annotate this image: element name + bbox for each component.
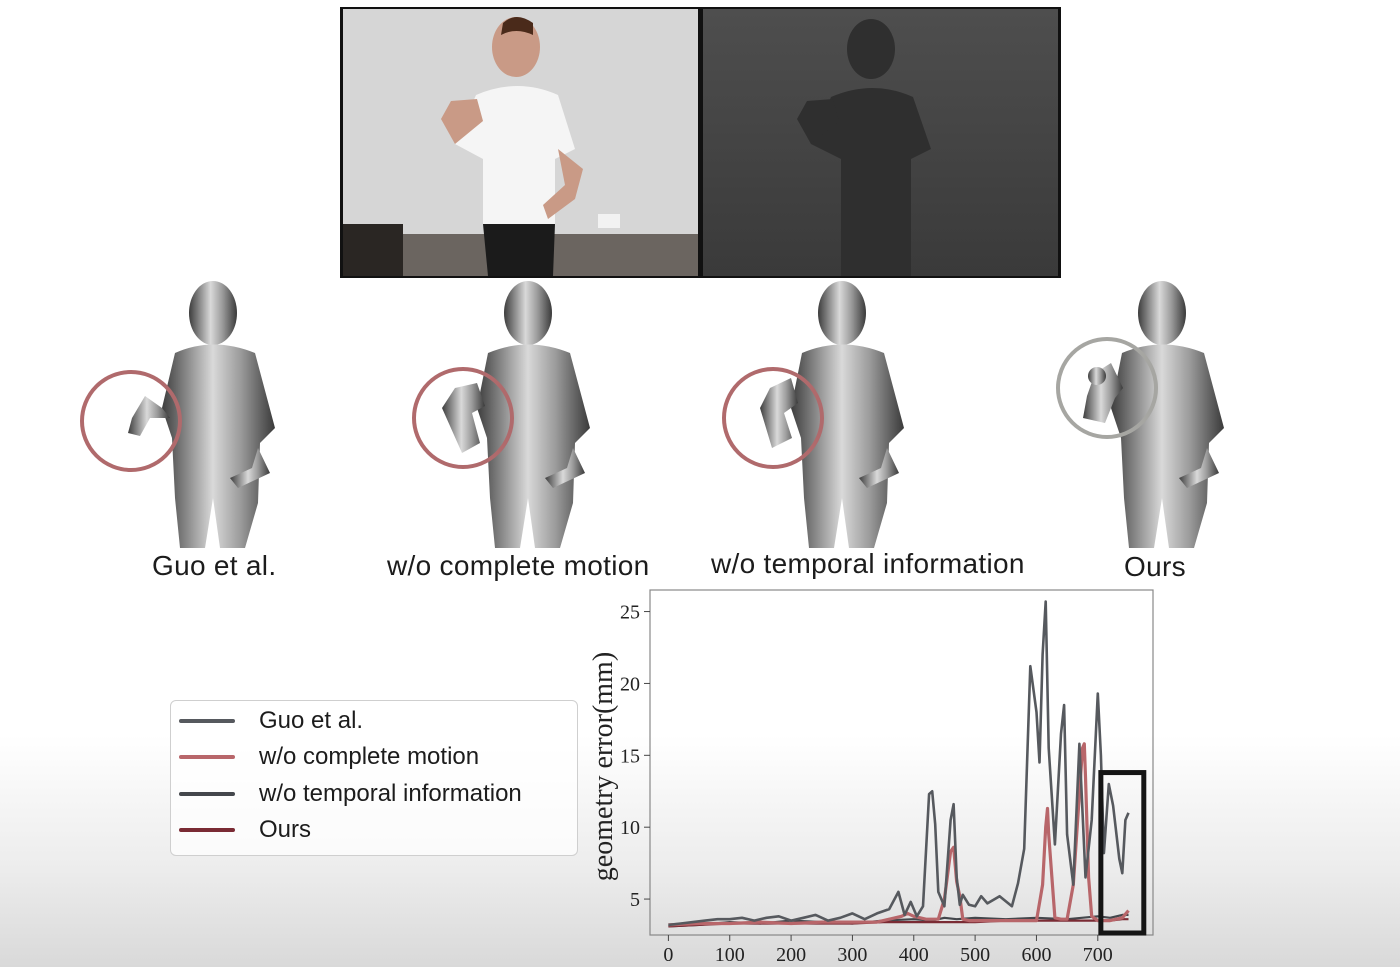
y-tick-label: 20 [620,673,640,695]
x-tick-label: 100 [715,944,745,966]
series-line-guo-et-al [668,600,1130,927]
x-tick-label: 0 [663,944,673,966]
legend-swatch-ours [179,828,235,832]
legend-label-wo-complete-motion: w/o complete motion [259,743,480,770]
x-tick-label: 200 [776,944,806,966]
chart-series [668,600,1130,928]
y-tick-label: 10 [620,817,640,839]
x-tick-label: 500 [960,944,990,966]
legend-label-wo-temporal: w/o temporal information [259,780,522,807]
highlight-circle-wo-temporal [722,367,824,469]
legend-swatch-wo-complete-motion [179,755,235,759]
method-label-guo: Guo et al. [152,550,277,581]
method-label-ours: Ours [1124,551,1186,582]
legend-swatch-guo [179,719,235,723]
axis-ticks: 0 100 200 300 400 500 600 700 5 10 15 20 25 [620,602,1113,966]
series-line-w-o-complete-motion [668,742,1130,927]
body-mesh-render-wo-temporal [760,281,904,548]
y-axis-label: geometry error(mm) [588,652,619,881]
method-label-wo-temporal: w/o temporal information [711,548,1025,579]
legend-swatch-wo-temporal [179,792,235,796]
highlight-circle-wo-complete-motion [412,367,514,469]
highlight-box [1098,770,1147,936]
method-label-wo-complete-motion: w/o complete motion [387,550,650,581]
depth-person-silhouette [703,9,1058,276]
x-tick-label: 600 [1021,944,1051,966]
body-mesh-render-guo [128,281,275,548]
depth-frame-image [703,9,1058,276]
body-mesh-render-ours [1083,281,1224,548]
input-video-frame [340,7,1061,278]
chart-legend: Guo et al. w/o complete motion w/o tempo… [170,700,578,856]
highlight-circle-guo [80,370,182,472]
legend-label-ours: Ours [259,816,312,843]
y-tick-label: 15 [620,745,640,767]
legend-label-guo: Guo et al. [259,707,364,734]
rgb-frame-image [343,9,698,276]
y-tick-label: 5 [630,889,640,911]
plot-area-frame [649,589,1154,936]
highlight-circle-ours [1056,337,1158,439]
y-tick-label: 25 [620,602,640,624]
x-tick-label: 300 [837,944,867,966]
rgb-person-illustration [343,9,698,276]
x-tick-label: 700 [1083,944,1113,966]
x-tick-label: 400 [899,944,929,966]
